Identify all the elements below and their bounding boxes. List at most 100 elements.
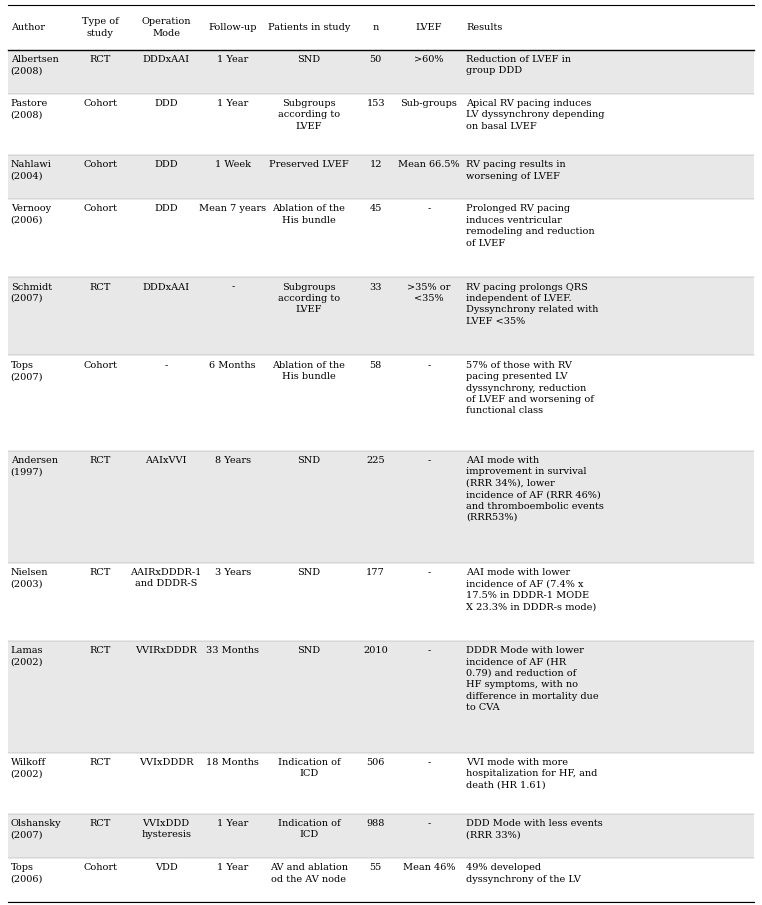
- Text: Ablation of the
His bundle: Ablation of the His bundle: [273, 361, 345, 381]
- Bar: [8, 94, 754, 155]
- Text: DDD: DDD: [154, 205, 178, 214]
- Text: DDD Mode with less events
(RRR 33%): DDD Mode with less events (RRR 33%): [466, 819, 603, 840]
- Text: -: -: [427, 361, 431, 369]
- Bar: [8, 753, 754, 814]
- Text: Indication of
ICD: Indication of ICD: [277, 757, 341, 778]
- Text: -: -: [427, 205, 431, 214]
- Text: AAI mode with
improvement in survival
(RRR 34%), lower
incidence of AF (RRR 46%): AAI mode with improvement in survival (R…: [466, 456, 604, 522]
- Text: Follow-up: Follow-up: [209, 23, 257, 32]
- Text: VVIxDDD
hysteresis: VVIxDDD hysteresis: [141, 819, 191, 840]
- Text: 55: 55: [370, 863, 382, 872]
- Bar: [8, 814, 754, 858]
- Text: Cohort: Cohort: [83, 160, 117, 169]
- Text: >35% or
<35%: >35% or <35%: [408, 282, 450, 303]
- Text: n: n: [373, 23, 379, 32]
- Text: LVEF: LVEF: [416, 23, 442, 32]
- Text: SND: SND: [297, 55, 321, 64]
- Text: RCT: RCT: [89, 646, 111, 655]
- Text: AAI mode with lower
incidence of AF (7.4% x
17.5% in DDDR-1 MODE
X 23.3% in DDDR: AAI mode with lower incidence of AF (7.4…: [466, 567, 597, 611]
- Text: SND: SND: [297, 567, 321, 576]
- Text: VVI mode with more
hospitalization for HF, and
death (HR 1.61): VVI mode with more hospitalization for H…: [466, 757, 597, 790]
- Text: 1 Year: 1 Year: [217, 55, 248, 64]
- Text: Tops
(2007): Tops (2007): [11, 361, 43, 381]
- Bar: [8, 641, 754, 753]
- Text: Olshansky
(2007): Olshansky (2007): [11, 819, 61, 840]
- Text: AAIxVVI: AAIxVVI: [146, 456, 187, 464]
- Bar: [8, 277, 754, 356]
- Text: Subgroups
according to
LVEF: Subgroups according to LVEF: [278, 99, 340, 131]
- Text: Andersen
(1997): Andersen (1997): [11, 456, 58, 476]
- Text: Mean 66.5%: Mean 66.5%: [399, 160, 459, 169]
- Text: 12: 12: [370, 160, 382, 169]
- Text: Prolonged RV pacing
induces ventricular
remodeling and reduction
of LVEF: Prolonged RV pacing induces ventricular …: [466, 205, 595, 248]
- Bar: [8, 50, 754, 94]
- Bar: [8, 451, 754, 563]
- Text: Ablation of the
His bundle: Ablation of the His bundle: [273, 205, 345, 224]
- Text: Subgroups
according to
LVEF: Subgroups according to LVEF: [278, 282, 340, 314]
- Text: RCT: RCT: [89, 819, 111, 828]
- Text: 225: 225: [367, 456, 385, 464]
- Text: DDD: DDD: [154, 99, 178, 108]
- Text: 45: 45: [370, 205, 382, 214]
- Text: DDDxAAI: DDDxAAI: [142, 282, 190, 291]
- Text: VVIRxDDDR: VVIRxDDDR: [135, 646, 197, 655]
- Text: 57% of those with RV
pacing presented LV
dyssynchrony, reduction
of LVEF and wor: 57% of those with RV pacing presented LV…: [466, 361, 594, 415]
- Text: 177: 177: [367, 567, 385, 576]
- Text: RCT: RCT: [89, 282, 111, 291]
- Text: RCT: RCT: [89, 456, 111, 464]
- Text: 33 Months: 33 Months: [207, 646, 259, 655]
- Text: 3 Years: 3 Years: [215, 567, 251, 576]
- Text: Reduction of LVEF in
group DDD: Reduction of LVEF in group DDD: [466, 55, 572, 75]
- Text: AAIRxDDDR-1
and DDDR-S: AAIRxDDDR-1 and DDDR-S: [130, 567, 202, 588]
- Bar: [8, 356, 754, 451]
- Text: VVIxDDDR: VVIxDDDR: [139, 757, 194, 767]
- Text: VDD: VDD: [155, 863, 178, 872]
- Text: -: -: [231, 282, 235, 291]
- Text: RCT: RCT: [89, 757, 111, 767]
- Text: Lamas
(2002): Lamas (2002): [11, 646, 43, 666]
- Text: -: -: [427, 646, 431, 655]
- Text: Cohort: Cohort: [83, 205, 117, 214]
- Text: Indication of
ICD: Indication of ICD: [277, 819, 341, 840]
- Text: DDD: DDD: [154, 160, 178, 169]
- Text: 49% developed
dyssynchrony of the LV: 49% developed dyssynchrony of the LV: [466, 863, 581, 883]
- Text: 988: 988: [367, 819, 385, 828]
- Bar: [8, 563, 754, 641]
- Text: 153: 153: [367, 99, 385, 108]
- Text: Preserved LVEF: Preserved LVEF: [269, 160, 349, 169]
- Text: Sub-groups: Sub-groups: [401, 99, 457, 108]
- Text: 1 Year: 1 Year: [217, 819, 248, 828]
- Text: Nielsen
(2003): Nielsen (2003): [11, 567, 48, 588]
- Text: 8 Years: 8 Years: [215, 456, 251, 464]
- Bar: [8, 5, 754, 50]
- Text: Mean 7 years: Mean 7 years: [199, 205, 267, 214]
- Text: >60%: >60%: [415, 55, 443, 64]
- Text: 58: 58: [370, 361, 382, 369]
- Text: Nahlawi
(2004): Nahlawi (2004): [11, 160, 52, 181]
- Bar: [8, 155, 754, 199]
- Text: 1 Year: 1 Year: [217, 863, 248, 872]
- Text: -: -: [427, 757, 431, 767]
- Text: Operation
Mode: Operation Mode: [142, 17, 190, 38]
- Text: -: -: [427, 567, 431, 576]
- Text: DDDxAAI: DDDxAAI: [142, 55, 190, 64]
- Text: 1 Week: 1 Week: [215, 160, 251, 169]
- Text: RCT: RCT: [89, 567, 111, 576]
- Text: Vernooy
(2006): Vernooy (2006): [11, 205, 51, 224]
- Text: SND: SND: [297, 646, 321, 655]
- Text: Cohort: Cohort: [83, 863, 117, 872]
- Text: Pastore
(2008): Pastore (2008): [11, 99, 48, 119]
- Text: 1 Year: 1 Year: [217, 99, 248, 108]
- Bar: [8, 858, 754, 902]
- Text: -: -: [427, 456, 431, 464]
- Text: Cohort: Cohort: [83, 361, 117, 369]
- Text: Cohort: Cohort: [83, 99, 117, 108]
- Text: 506: 506: [367, 757, 385, 767]
- Text: 50: 50: [370, 55, 382, 64]
- Text: 2010: 2010: [363, 646, 388, 655]
- Text: Schmidt
(2007): Schmidt (2007): [11, 282, 52, 303]
- Text: -: -: [427, 819, 431, 828]
- Text: -: -: [165, 361, 168, 369]
- Text: RCT: RCT: [89, 55, 111, 64]
- Text: Albertsen
(2008): Albertsen (2008): [11, 55, 59, 75]
